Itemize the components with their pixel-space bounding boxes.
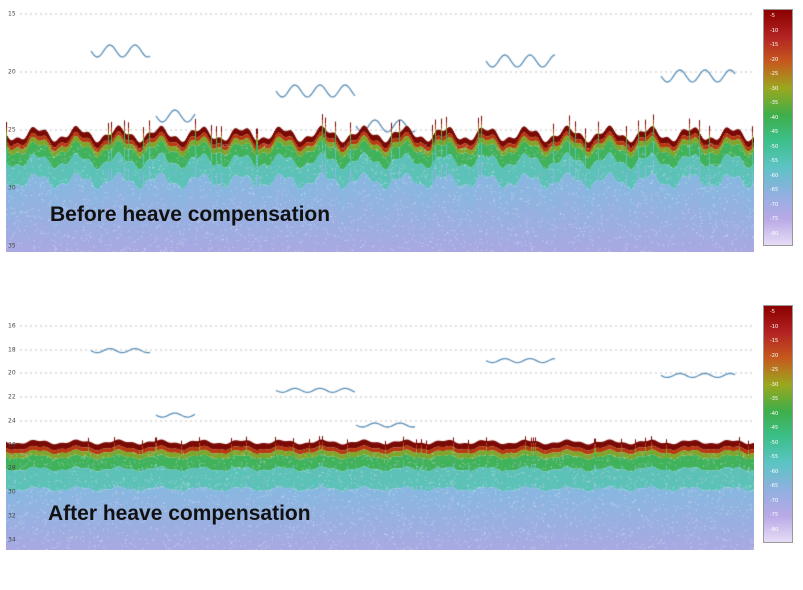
colorbar-label: -70 <box>770 497 779 504</box>
colorbar-label: -25 <box>770 367 779 373</box>
depth-tick: 22 <box>8 393 16 401</box>
depth-tick: 35 <box>8 242 16 250</box>
colorbar-label: -75 <box>770 512 779 518</box>
echogram-canvas-after <box>6 306 754 550</box>
colorbar-label: -45 <box>770 425 779 431</box>
colorbar-before: -5 -10 -15 -20 -25 -30 -35 -40 -45 -50 -55 -60 -65 -7… <box>763 9 793 246</box>
colorbar-label: -50 <box>770 143 779 150</box>
colorbar-label: -30 <box>770 381 779 388</box>
depth-tick: 15 <box>8 10 16 18</box>
colorbar-label: -80 <box>770 526 779 533</box>
echogram-after: 16 18 20 22 24 26 28 30 32 34 <box>6 306 754 550</box>
depth-tick: 20 <box>8 369 16 377</box>
colorbar-label: -80 <box>770 230 779 237</box>
depth-tick: 30 <box>8 184 16 192</box>
colorbar-label: -15 <box>770 42 779 48</box>
colorbar-label: -60 <box>770 172 779 179</box>
colorbar-label: -10 <box>770 27 779 34</box>
colorbar-label: -20 <box>770 56 779 63</box>
depth-tick: 26 <box>8 441 16 449</box>
depth-tick: 20 <box>8 68 16 76</box>
colorbar-label: -20 <box>770 352 779 359</box>
colorbar-label: -5 <box>770 309 775 315</box>
depth-tick: 30 <box>8 488 16 496</box>
depth-tick: 18 <box>8 346 16 354</box>
depth-tick: 25 <box>8 126 16 134</box>
colorbar-label: -50 <box>770 439 779 446</box>
colorbar-after: -5 -10 -15 -20 -25 -30 -35 -40 -45 -50 -55 -60 -65 -7… <box>763 305 793 543</box>
colorbar-label: -65 <box>770 483 779 489</box>
echogram-before: 15 20 25 30 35 <box>6 6 754 252</box>
depth-tick: 28 <box>8 464 16 472</box>
depth-tick: 34 <box>8 536 16 544</box>
colorbar-label: -35 <box>770 396 779 402</box>
echogram-canvas-before <box>6 6 754 252</box>
colorbar-label: -60 <box>770 468 779 475</box>
depth-tick: 32 <box>8 512 16 520</box>
colorbar-label: -75 <box>770 216 779 222</box>
colorbar-label: -70 <box>770 201 779 208</box>
caption-after: After heave compensation <box>48 502 311 525</box>
colorbar-label: -25 <box>770 71 779 77</box>
colorbar-label: -40 <box>770 410 779 417</box>
depth-tick: 16 <box>8 322 16 330</box>
colorbar-label: -45 <box>770 129 779 135</box>
colorbar-label: -55 <box>770 454 779 460</box>
colorbar-label: -40 <box>770 114 779 121</box>
colorbar-label: -35 <box>770 100 779 106</box>
colorbar-label: -30 <box>770 85 779 92</box>
caption-before: Before heave compensation <box>50 203 331 226</box>
colorbar-label: -15 <box>770 338 779 344</box>
colorbar-label: -10 <box>770 323 779 330</box>
colorbar-label: -65 <box>770 187 779 193</box>
colorbar-label: -55 <box>770 158 779 164</box>
colorbar-label: -5 <box>770 13 775 19</box>
depth-tick: 24 <box>8 417 16 425</box>
